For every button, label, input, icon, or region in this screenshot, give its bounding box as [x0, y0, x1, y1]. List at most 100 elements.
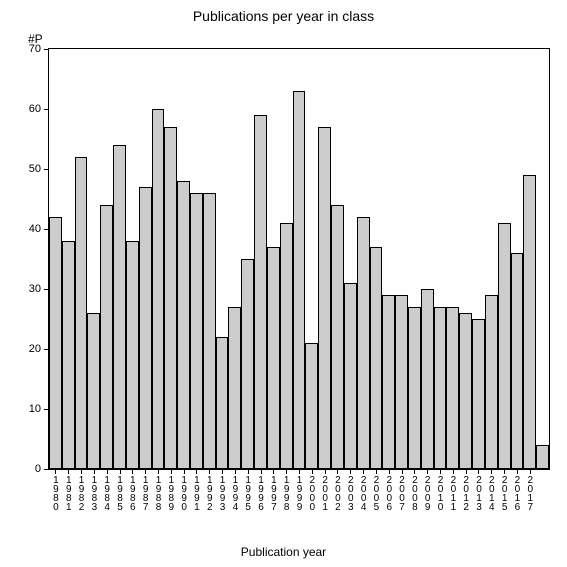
x-tick-label: 1997	[268, 475, 278, 511]
bar	[280, 223, 293, 469]
y-tick-label: 50	[29, 163, 41, 175]
x-tick	[504, 469, 505, 474]
bar	[87, 313, 100, 469]
bar	[370, 247, 383, 469]
bar	[113, 145, 126, 469]
x-tick	[209, 469, 210, 474]
x-tick-label: 2017	[525, 475, 535, 511]
x-tick	[299, 469, 300, 474]
x-tick-label: 2014	[486, 475, 496, 511]
x-tick-label: 2007	[397, 475, 407, 511]
x-tick	[325, 469, 326, 474]
y-tick-label: 70	[29, 43, 41, 55]
x-tick-label: 1993	[217, 475, 227, 511]
y-tick	[44, 169, 49, 170]
x-tick	[235, 469, 236, 474]
x-tick-label: 2005	[371, 475, 381, 511]
bar	[536, 445, 549, 469]
x-tick-label: 1999	[294, 475, 304, 511]
x-tick-label: 2011	[448, 475, 458, 511]
x-tick-label: 2013	[473, 475, 483, 511]
chart-title: Publications per year in class	[0, 8, 567, 24]
x-tick	[120, 469, 121, 474]
x-tick	[440, 469, 441, 474]
x-tick-label: 1996	[256, 475, 266, 511]
x-tick	[158, 469, 159, 474]
x-tick	[55, 469, 56, 474]
chart-container: Publications per year in class #P 010203…	[0, 0, 567, 567]
x-tick-label: 1983	[89, 475, 99, 511]
x-tick	[530, 469, 531, 474]
x-tick	[81, 469, 82, 474]
x-tick-label: 1998	[281, 475, 291, 511]
x-tick	[196, 469, 197, 474]
x-tick-label: 1982	[76, 475, 86, 511]
bar	[203, 193, 216, 469]
x-tick-label: 1980	[50, 475, 60, 511]
bar	[254, 115, 267, 469]
x-tick-label: 1987	[140, 475, 150, 511]
bar	[75, 157, 88, 469]
bar	[446, 307, 459, 469]
bar	[357, 217, 370, 469]
x-tick-label: 1988	[153, 475, 163, 511]
bar	[49, 217, 62, 469]
y-tick-label: 60	[29, 103, 41, 115]
x-tick	[350, 469, 351, 474]
x-tick-label: 1989	[166, 475, 176, 511]
x-tick	[222, 469, 223, 474]
x-tick-label: 2001	[320, 475, 330, 511]
x-tick	[94, 469, 95, 474]
x-tick	[273, 469, 274, 474]
y-tick-label: 0	[35, 463, 41, 475]
y-tick	[44, 49, 49, 50]
x-tick-label: 1990	[179, 475, 189, 511]
x-tick-label: 2002	[332, 475, 342, 511]
x-axis-label: Publication year	[0, 545, 567, 559]
x-tick	[171, 469, 172, 474]
x-tick	[466, 469, 467, 474]
bar	[344, 283, 357, 469]
bar	[459, 313, 472, 469]
x-tick-label: 2006	[384, 475, 394, 511]
x-tick	[414, 469, 415, 474]
plot-area: 0102030405060701980198119821983198419851…	[48, 48, 550, 470]
bar	[523, 175, 536, 469]
x-tick-label: 2009	[422, 475, 432, 511]
bar	[472, 319, 485, 469]
bar	[293, 91, 306, 469]
bar	[382, 295, 395, 469]
x-tick	[427, 469, 428, 474]
x-tick	[286, 469, 287, 474]
x-tick-label: 2010	[435, 475, 445, 511]
x-tick	[68, 469, 69, 474]
bar	[100, 205, 113, 469]
x-tick	[478, 469, 479, 474]
x-tick-label: 1986	[127, 475, 137, 511]
bar	[485, 295, 498, 469]
x-tick-label: 1994	[230, 475, 240, 511]
x-tick	[184, 469, 185, 474]
bar	[305, 343, 318, 469]
y-tick-label: 30	[29, 283, 41, 295]
x-tick	[491, 469, 492, 474]
bar	[498, 223, 511, 469]
bar	[511, 253, 524, 469]
bar	[267, 247, 280, 469]
y-tick-label: 10	[29, 403, 41, 415]
x-tick-label: 1995	[243, 475, 253, 511]
x-tick	[363, 469, 364, 474]
bar	[152, 109, 165, 469]
bar	[421, 289, 434, 469]
bar	[228, 307, 241, 469]
x-tick	[337, 469, 338, 474]
bar	[408, 307, 421, 469]
x-tick-label: 2012	[461, 475, 471, 511]
x-tick-label: 1984	[102, 475, 112, 511]
x-tick-label: 2004	[358, 475, 368, 511]
x-tick-label: 2016	[512, 475, 522, 511]
bar	[395, 295, 408, 469]
bar	[331, 205, 344, 469]
bar	[318, 127, 331, 469]
x-tick	[517, 469, 518, 474]
